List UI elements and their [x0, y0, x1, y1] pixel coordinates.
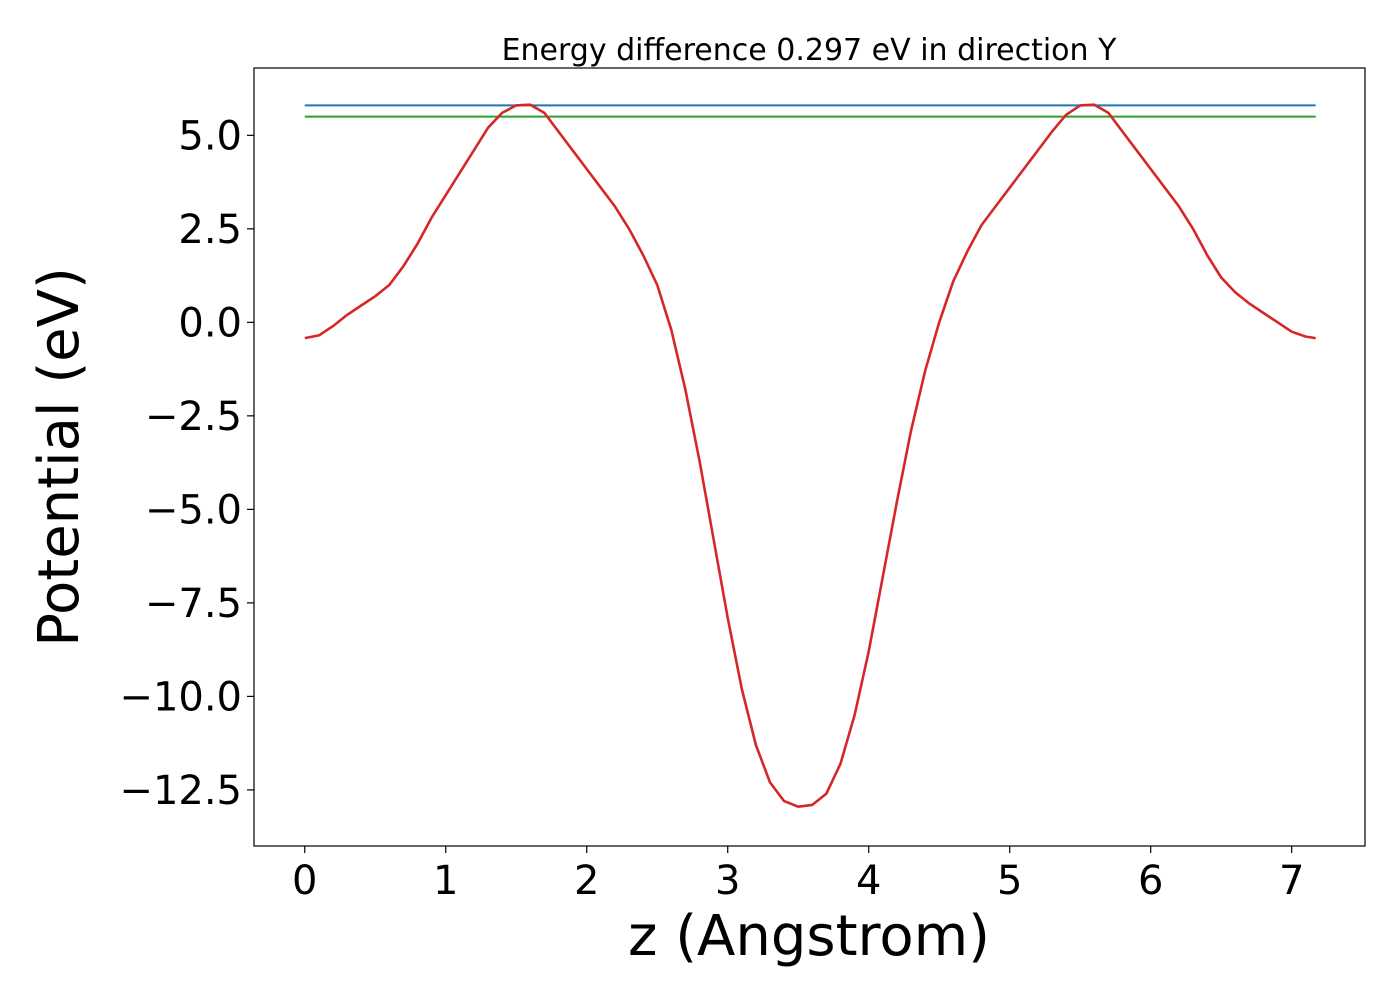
y-tick-label: 0.0 — [178, 300, 242, 346]
x-tick-label: 4 — [856, 858, 881, 904]
x-tick-label: 5 — [997, 858, 1022, 904]
x-tick-label: 7 — [1279, 858, 1304, 904]
y-tick-label: −10.0 — [119, 674, 242, 720]
x-tick-label: 0 — [292, 858, 317, 904]
x-axis-ticks: 0 1 2 3 4 5 6 7 — [292, 846, 1304, 904]
x-axis-title: z (Angstrom) — [628, 904, 990, 969]
y-tick-label: −12.5 — [119, 768, 242, 814]
y-axis-title: Potential (eV) — [27, 267, 92, 647]
x-tick-label: 3 — [715, 858, 740, 904]
x-tick-label: 6 — [1138, 858, 1163, 904]
plot-frame — [253, 67, 1366, 847]
series-line-3 — [304, 103, 1316, 808]
series-layer — [304, 103, 1316, 808]
chart-title: Energy difference 0.297 eV in direction … — [502, 33, 1118, 68]
x-tick-label: 1 — [433, 858, 458, 904]
y-tick-label: −2.5 — [145, 394, 242, 440]
y-tick-label: −5.0 — [145, 487, 242, 533]
y-tick-label: 5.0 — [178, 113, 242, 159]
y-tick-label: 2.5 — [178, 207, 242, 253]
y-axis-ticks: 5.0 2.5 0.0 −2.5 −5.0 −7.5 −10.0 −12.5 — [119, 113, 254, 814]
x-tick-label: 2 — [574, 858, 599, 904]
y-tick-label: −7.5 — [145, 581, 242, 627]
